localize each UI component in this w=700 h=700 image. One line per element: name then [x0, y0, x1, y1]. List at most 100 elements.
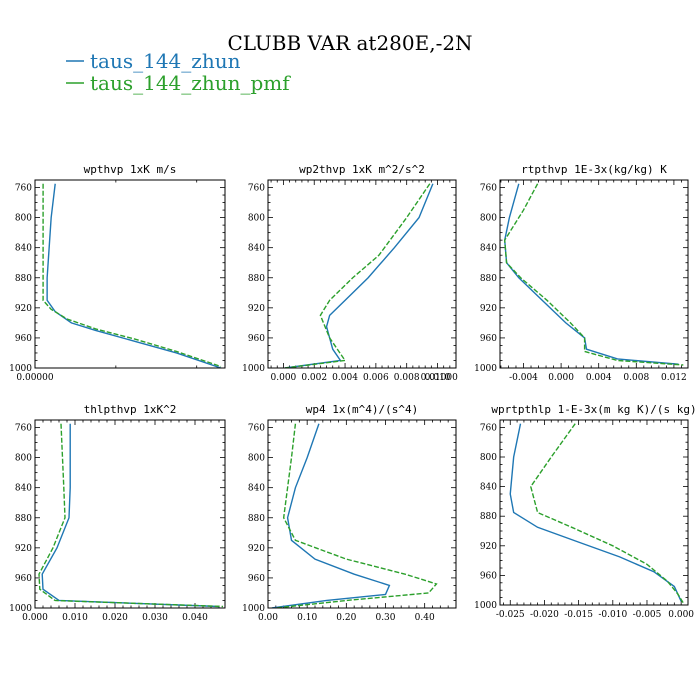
series-line-1 — [271, 423, 391, 608]
y-tick-label: 760 — [480, 423, 497, 433]
y-tick-label: 960 — [480, 571, 497, 581]
y-tick-label: 840 — [480, 483, 497, 493]
y-tick-label: 800 — [248, 214, 265, 224]
x-tick-label: 0.10 — [297, 613, 317, 623]
y-tick-label: 800 — [15, 454, 32, 464]
x-tick-label: 0.000 — [548, 373, 574, 383]
x-tick-label: -0.005 — [633, 610, 662, 620]
legend-label-2: taus_144_zhun_pmf — [90, 71, 291, 95]
y-tick-label: 1000 — [242, 364, 265, 374]
x-tick-label: 0.040 — [182, 613, 208, 623]
y-tick-label: 760 — [15, 184, 32, 194]
x-tick-label: -0.004 — [509, 373, 538, 383]
x-tick-label: 0.01000 — [421, 373, 458, 383]
y-tick-label: 800 — [248, 454, 265, 464]
x-tick-label: -0.020 — [530, 610, 559, 620]
y-tick-label: 920 — [480, 542, 497, 552]
x-tick-label: 0.010 — [425, 373, 451, 383]
y-tick-label: 920 — [248, 304, 265, 314]
series-line-1 — [46, 183, 222, 368]
y-tick-label: 880 — [248, 274, 265, 284]
x-tick-label: 0.004 — [332, 373, 358, 383]
panel-title: thlpthvp 1xK^2 — [84, 403, 177, 416]
y-tick-label: 960 — [480, 334, 497, 344]
y-tick-label: 880 — [480, 512, 497, 522]
y-tick-label: 920 — [480, 304, 497, 314]
x-tick-label: 0.010 — [62, 613, 88, 623]
panel-title: wp2thvp 1xK m^2/s^2 — [299, 163, 425, 176]
y-tick-label: 800 — [480, 453, 497, 463]
plot-frame — [267, 179, 457, 369]
y-tick-label: 840 — [248, 244, 265, 254]
series-line-1 — [41, 423, 220, 608]
y-tick-label: 840 — [15, 244, 32, 254]
x-tick-label: 0.30 — [375, 613, 395, 623]
panel-1: wpthvp 1xK m/s76080084088092096010000.00… — [9, 163, 458, 383]
panel-4: thlpthvp 1xK^2 760 800 840 880 920 960 10000.00… — [9, 403, 226, 623]
y-tick-label: 840 — [480, 244, 497, 254]
y-tick-label: 1000 — [9, 604, 32, 614]
y-tick-label: 880 — [248, 514, 265, 524]
y-tick-label: 880 — [15, 514, 32, 524]
panel-title: wpthvp 1xK m/s — [84, 163, 177, 176]
x-tick-label: 0.20 — [336, 613, 356, 623]
y-tick-label: 800 — [15, 214, 32, 224]
y-tick-label: 920 — [15, 544, 32, 554]
panel-title: rtpthvp 1E-3x(kg/kg) K — [521, 163, 667, 176]
x-tick-label: 0.00000 — [16, 373, 53, 383]
series-line-2 — [530, 423, 684, 604]
y-tick-label: 760 — [248, 424, 265, 434]
y-tick-label: 760 — [15, 424, 32, 434]
y-tick-label: 920 — [15, 304, 32, 314]
x-tick-label: 0.00 — [258, 613, 278, 623]
x-tick-label: 0.012 — [661, 373, 687, 383]
x-tick-label: 0.004 — [586, 373, 612, 383]
x-tick-label: 0.002 — [301, 373, 327, 383]
y-tick-label: 1000 — [242, 604, 265, 614]
x-tick-label: -0.015 — [564, 610, 593, 620]
y-tick-label: 840 — [248, 484, 265, 494]
x-tick-label: 0.020 — [102, 613, 128, 623]
series-line-2 — [42, 183, 222, 368]
y-tick-label: 920 — [248, 544, 265, 554]
y-tick-label: 960 — [248, 334, 265, 344]
series-line-1 — [284, 183, 434, 368]
plot-frame — [499, 419, 689, 606]
plot-frame — [499, 179, 689, 369]
y-tick-label: 1000 — [9, 364, 32, 374]
series-line-1 — [503, 183, 679, 365]
x-tick-label: 0.006 — [363, 373, 389, 383]
y-tick-label: 760 — [480, 184, 497, 194]
x-tick-label: 0.40 — [415, 613, 435, 623]
series-line-2 — [284, 183, 431, 368]
plot-frame — [267, 419, 457, 609]
y-tick-label: 800 — [480, 214, 497, 224]
panel-5: wp4 1x(m^4)/(s^4)76080084088092096010000… — [242, 403, 457, 623]
y-tick-label: 960 — [248, 574, 265, 584]
x-tick-label: -0.010 — [598, 610, 627, 620]
x-tick-label: 0.000 — [22, 613, 48, 623]
y-tick-label: 1000 — [474, 601, 497, 611]
panels-grid: wpthvp 1xK m/s76080084088092096010000.00… — [9, 163, 697, 623]
series-line-1 — [509, 423, 682, 602]
panel-3: rtpthvp 1E-3x(kg/kg) K 760 800 840 880 920 960… — [474, 163, 689, 383]
series-line-2 — [503, 183, 684, 366]
x-tick-label: 0.000 — [271, 373, 297, 383]
legend: taus_144_zhun taus_144_zhun_pmf — [66, 49, 291, 95]
panel-title: wprtpthlp 1-E-3x(m kg K)/(s kg) — [491, 403, 696, 416]
series-line-2 — [38, 423, 224, 608]
y-tick-label: 840 — [15, 484, 32, 494]
x-tick-label: 0.000 — [668, 610, 694, 620]
y-tick-label: 760 — [248, 184, 265, 194]
y-tick-label: 1000 — [474, 364, 497, 374]
legend-label-1: taus_144_zhun — [90, 49, 241, 73]
panel-2: wp2thvp 1xK m^2/s^2 760 800 840 880 920 960 100… — [242, 163, 457, 383]
x-tick-label: 0.030 — [142, 613, 168, 623]
panel-6: wprtpthlp 1-E-3x(m kg K)/(s kg) 760 800 840… — [474, 403, 697, 620]
x-tick-label: -0.025 — [496, 610, 525, 620]
plot-frame — [34, 419, 226, 609]
chart-title: CLUBB VAR at280E,-2N — [227, 31, 472, 55]
y-tick-label: 960 — [15, 334, 32, 344]
plot-frame — [34, 179, 226, 369]
